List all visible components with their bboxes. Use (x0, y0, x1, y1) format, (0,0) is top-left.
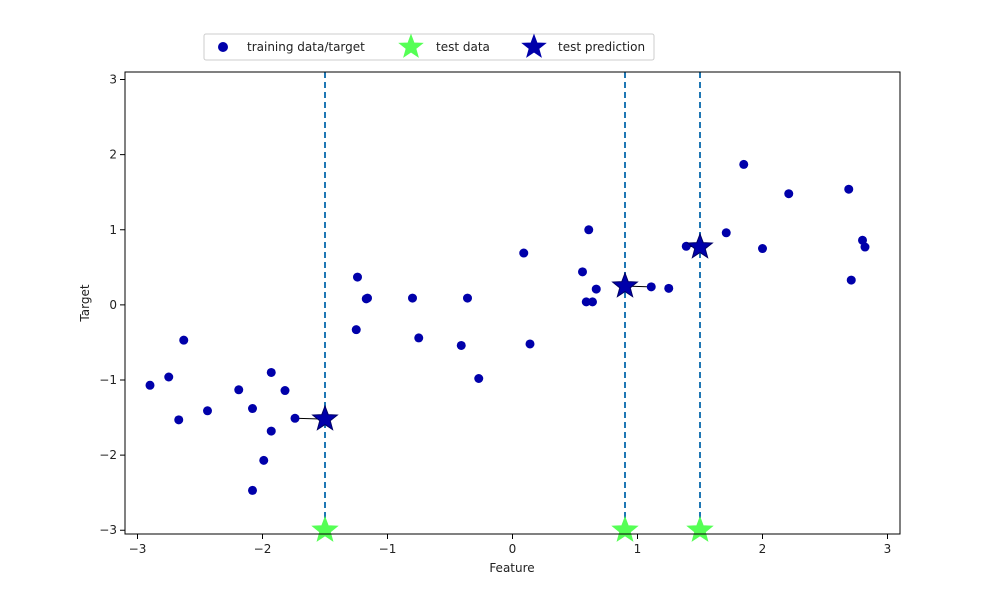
test-prediction-star-1 (611, 271, 639, 298)
training-point-27 (588, 297, 597, 307)
training-point-39 (860, 242, 870, 252)
test-data-star-1 (611, 515, 639, 542)
y-tick-label-5: 2 (109, 148, 117, 162)
training-point-4 (203, 406, 212, 416)
legend-label-test-data: test data (436, 40, 490, 54)
training-point-23 (525, 339, 535, 349)
training-point-14 (351, 325, 361, 335)
training-point-38 (858, 235, 867, 245)
training-point-30 (664, 283, 674, 293)
training-point-35 (784, 189, 794, 199)
training-point-5 (234, 385, 244, 395)
x-tick-label-3: 0 (509, 542, 517, 556)
y-tick-label-3: 0 (109, 298, 117, 312)
legend-label-test-prediction: test prediction (558, 40, 645, 54)
training-point-20 (463, 293, 472, 303)
training-point-18 (414, 333, 424, 343)
training-point-19 (456, 340, 466, 350)
x-axis-label: Feature (489, 561, 534, 575)
training-point-8 (259, 455, 269, 465)
training-point-33 (739, 159, 749, 169)
x-tick-label-0: −3 (129, 542, 147, 556)
x-tick-label-2: −1 (379, 542, 397, 556)
training-point-16 (363, 293, 372, 303)
y-tick-label-0: −3 (99, 523, 117, 537)
training-point-34 (758, 244, 767, 254)
y-axis-label: Target (78, 284, 92, 322)
legend-marker-training (218, 42, 228, 52)
training-point-11 (280, 386, 290, 396)
y-tick-label-1: −2 (99, 448, 117, 462)
training-point-12 (290, 413, 300, 423)
x-tick-label-6: 3 (884, 542, 892, 556)
y-axis-ticks: −3 −2 −1 0 1 2 3 (99, 73, 125, 537)
y-tick-label-2: −1 (99, 373, 117, 387)
training-point-25 (581, 297, 591, 307)
training-point-6 (248, 404, 257, 414)
training-point-7 (248, 485, 257, 495)
legend: training data/target test data test pred… (203, 33, 655, 61)
x-tick-label-5: 2 (759, 542, 767, 556)
training-point-3 (179, 335, 189, 345)
legend-marker-test-prediction (521, 33, 547, 58)
test-data-star-2 (686, 515, 714, 542)
y-tick-label-4: 1 (109, 223, 117, 237)
training-point-13 (353, 272, 362, 282)
training-point-9 (266, 367, 276, 377)
x-tick-label-1: −2 (254, 542, 272, 556)
legend-frame (203, 33, 655, 61)
x-tick-label-4: 1 (634, 542, 642, 556)
test-data-star-0 (311, 515, 339, 542)
training-point-1 (164, 372, 174, 382)
training-point-0 (145, 380, 155, 390)
training-point-32 (721, 228, 731, 238)
training-point-37 (846, 275, 856, 285)
x-axis-ticks: −3 −2 −1 0 1 2 3 (129, 534, 892, 556)
test-prediction-star-0 (311, 404, 339, 431)
training-point-10 (266, 426, 276, 436)
training-point-24 (578, 267, 587, 277)
training-point-22 (519, 248, 529, 258)
training-point-17 (408, 293, 417, 303)
legend-label-training: training data/target (247, 40, 365, 54)
training-point-2 (174, 415, 184, 425)
training-point-28 (591, 284, 601, 294)
test-prediction-star-2 (686, 232, 714, 259)
training-point-29 (646, 282, 656, 292)
training-point-36 (844, 184, 854, 194)
training-point-26 (584, 225, 594, 235)
y-tick-label-6: 3 (109, 73, 117, 87)
plot-area (145, 72, 870, 542)
legend-marker-test-data (398, 33, 424, 58)
training-point-21 (474, 373, 484, 383)
